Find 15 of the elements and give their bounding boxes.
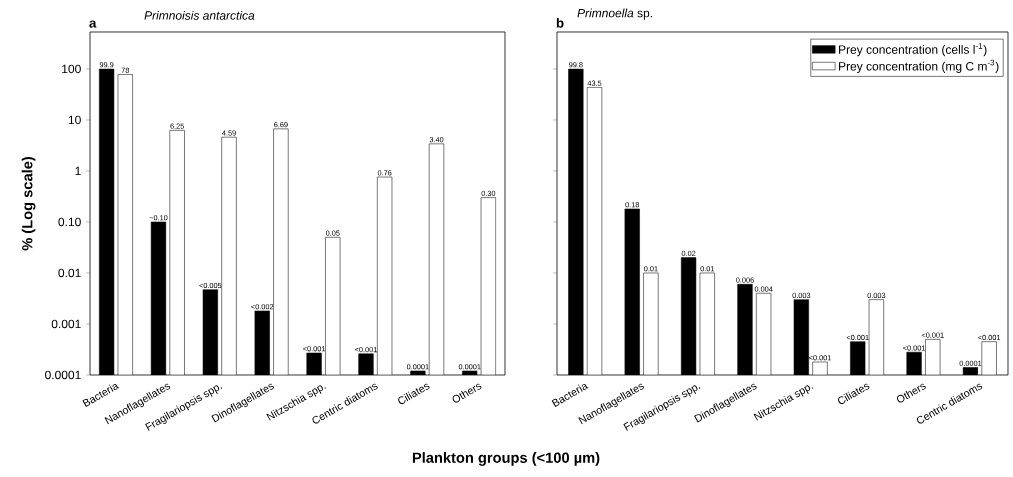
text: a <box>89 20 97 28</box>
y-axis-title: % (Log scale) <box>21 156 36 251</box>
chart-title: Primnoella sp. <box>577 8 652 20</box>
y-tick-label: 100 <box>62 64 81 74</box>
x-axis-title: Plankton groups (<100 µm) <box>412 452 600 466</box>
y-tick-label: 10 <box>68 115 81 125</box>
y-tick-label: 0.0001 <box>45 370 81 380</box>
chart-title: Primnoisis antarctica <box>144 10 255 20</box>
y-tick-label: 0.01 <box>58 268 81 278</box>
y-tick-label: 0.001 <box>51 319 81 329</box>
legend-label: Prey concentration (mg C m$^{-3}$) <box>839 59 999 73</box>
y-tick-label: 1 <box>75 166 81 176</box>
legend-label: Prey concentration (cells l$^{-1}$) <box>839 43 987 57</box>
y-tick-label: 0.10 <box>58 217 81 227</box>
text: b <box>556 17 564 28</box>
